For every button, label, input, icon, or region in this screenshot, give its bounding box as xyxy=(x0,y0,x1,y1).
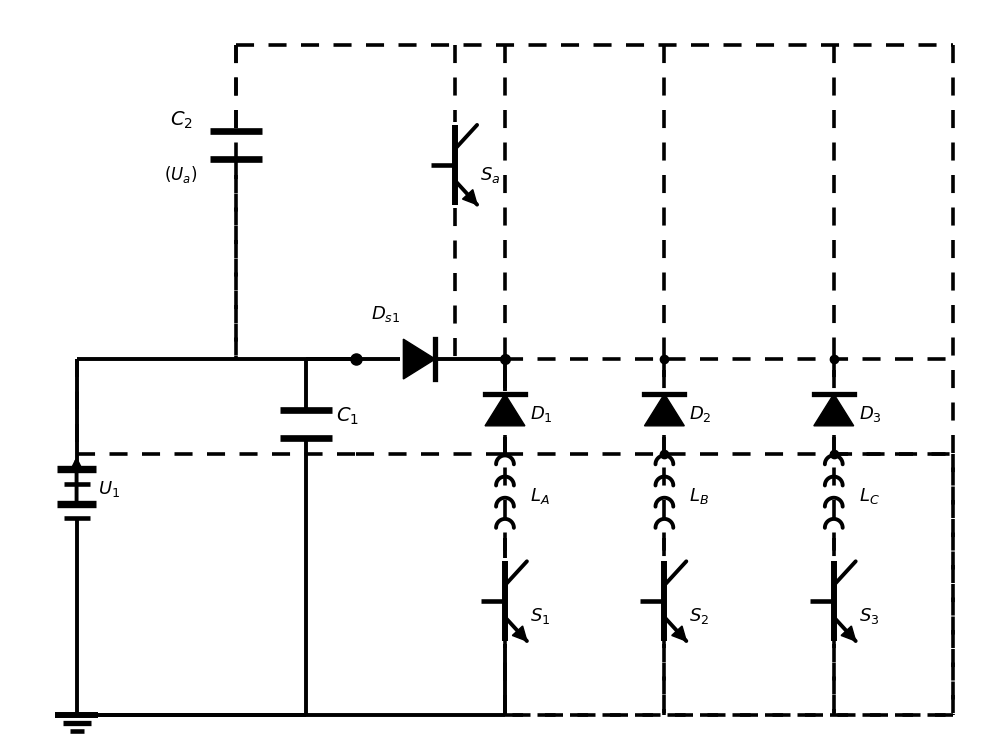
Polygon shape xyxy=(814,394,854,426)
Text: $L_B$: $L_B$ xyxy=(689,486,709,506)
Text: $D_2$: $D_2$ xyxy=(689,404,712,424)
Text: $S_1$: $S_1$ xyxy=(530,606,550,626)
Polygon shape xyxy=(485,394,525,426)
Text: $C_1$: $C_1$ xyxy=(336,405,359,427)
Polygon shape xyxy=(644,394,684,426)
Polygon shape xyxy=(463,190,477,204)
Text: $(U_a)$: $(U_a)$ xyxy=(164,164,198,185)
Polygon shape xyxy=(403,339,435,379)
Polygon shape xyxy=(841,626,856,641)
Text: $D_3$: $D_3$ xyxy=(859,404,881,424)
Text: $L_A$: $L_A$ xyxy=(530,486,550,506)
Text: $S_a$: $S_a$ xyxy=(480,164,500,185)
Text: $S_2$: $S_2$ xyxy=(689,606,709,626)
Text: $C_2$: $C_2$ xyxy=(170,109,193,130)
Polygon shape xyxy=(512,626,527,641)
Text: $U_1$: $U_1$ xyxy=(98,479,121,498)
Polygon shape xyxy=(672,626,686,641)
Text: $D_{s1}$: $D_{s1}$ xyxy=(371,304,400,324)
Text: $S_3$: $S_3$ xyxy=(859,606,879,626)
Text: $D_1$: $D_1$ xyxy=(530,404,553,424)
Text: $L_C$: $L_C$ xyxy=(859,486,879,506)
